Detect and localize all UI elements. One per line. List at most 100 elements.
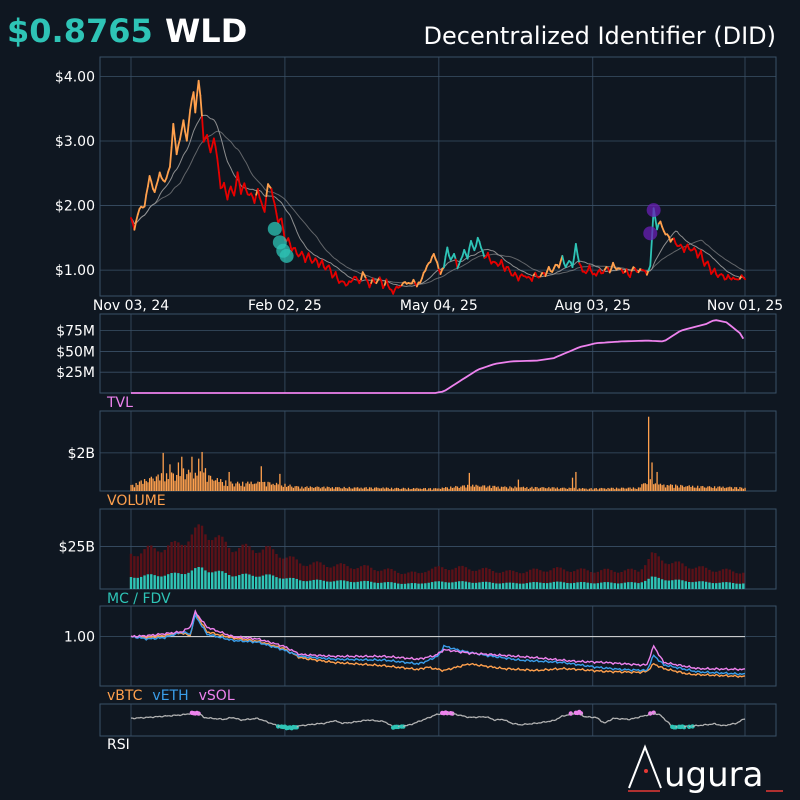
price-line-segment: [580, 265, 584, 273]
volume-bar: [541, 487, 543, 491]
volume-bar: [160, 473, 163, 491]
rsi-panel-frame: [99, 703, 777, 737]
mc-bar: [552, 581, 556, 589]
volume-bar: [673, 487, 675, 491]
mc-bar: [728, 582, 731, 589]
volume-bar: [505, 487, 508, 491]
mc-bar: [207, 572, 211, 589]
volume-bar: [304, 487, 306, 491]
price-line-segment: [150, 180, 154, 190]
mc-bar: [349, 581, 353, 589]
mc-bar: [393, 582, 397, 589]
volume-bar: [490, 488, 492, 491]
mc-bar: [342, 580, 346, 589]
mc-bar: [278, 578, 282, 589]
rsi-line-segment: [637, 715, 641, 719]
rsi-line-segment: [683, 725, 687, 728]
price-line-segment: [466, 247, 471, 260]
volume-bar: [218, 481, 220, 491]
volume-bar: [614, 489, 616, 491]
rsi-line-segment: [541, 720, 545, 723]
volume-bar: [377, 487, 379, 491]
volume-bar: [321, 487, 323, 491]
mc-bar: [173, 572, 177, 589]
brand-wordmark: ugura: [664, 755, 764, 794]
volume-bar: [632, 487, 635, 491]
volume-bar: [605, 489, 608, 491]
rsi-line-segment: [535, 722, 538, 725]
mc-bar: [139, 576, 143, 589]
fdv-bar: [129, 553, 133, 589]
rsi-line-segment: [563, 714, 566, 717]
volume-bar: [187, 469, 190, 491]
fdv-bar: [224, 541, 227, 589]
fdv-bar: [698, 566, 701, 589]
volume-bar: [661, 485, 663, 491]
fdv-bar: [495, 572, 498, 589]
mc-bar: [163, 575, 167, 589]
mc-bar: [143, 575, 146, 589]
volume-bar: [553, 487, 555, 491]
rsi-line-segment: [489, 717, 492, 720]
volume-bar: [521, 487, 523, 491]
volume-bar: [527, 489, 530, 491]
fdv-bar: [271, 549, 275, 589]
price-y-tick-label: $1.00: [55, 263, 95, 279]
mc-bar: [704, 581, 708, 589]
mc-bar: [183, 574, 187, 589]
price-line-segment: [571, 255, 576, 269]
mc-bar: [204, 570, 207, 589]
rsi-line-segment: [342, 722, 345, 725]
mc-bar: [485, 581, 488, 589]
volume-bar: [722, 486, 724, 491]
rsi-line-segment: [416, 720, 419, 723]
rsi-line-segment: [617, 718, 621, 721]
fdv-bar: [532, 568, 535, 589]
volume-bar: [712, 487, 714, 491]
fdv-bar: [569, 571, 572, 589]
volume-bar: [382, 487, 384, 491]
mc-bar: [326, 581, 329, 589]
volume-bar: [739, 487, 741, 491]
rsi-line-segment: [487, 716, 490, 719]
volume-bar: [509, 486, 511, 491]
volume-bar: [676, 485, 679, 491]
volume-y-tick-label: $2B: [68, 446, 95, 462]
volume-bar: [245, 483, 247, 491]
volume-bar: [204, 468, 207, 491]
volume-bar: [348, 486, 350, 491]
volume-bar: [720, 487, 723, 491]
fdv-bar: [616, 572, 620, 589]
rsi-line-segment: [693, 724, 697, 727]
rsi-line-segment: [653, 712, 656, 715]
price-line-segment: [216, 157, 220, 174]
volume-bar: [140, 480, 142, 491]
rsi-line-segment: [465, 716, 468, 719]
volume-bar: [184, 479, 186, 491]
volume-bar: [357, 487, 359, 491]
volume-bar: [563, 487, 565, 491]
rsi-line-segment: [323, 722, 326, 725]
volume-bar: [492, 485, 494, 491]
rsi-line-segment: [367, 719, 370, 722]
volume-bar: [595, 488, 597, 491]
fdv-bar: [251, 550, 254, 589]
mc-bar: [589, 583, 593, 589]
mc-bar: [478, 582, 481, 589]
volume-bar: [387, 487, 389, 491]
mc-bar: [420, 583, 424, 589]
rsi-line-segment: [304, 724, 308, 727]
volume-bar: [416, 487, 418, 491]
mc-bar: [623, 582, 627, 589]
volume-bar: [211, 479, 213, 491]
rsi-line-segment: [438, 713, 441, 716]
volume-bar: [678, 487, 680, 491]
price-line-segment: [500, 259, 505, 268]
mc-bar: [305, 581, 309, 589]
volume-bar: [291, 486, 293, 491]
volume-bar: [412, 488, 415, 491]
mc-bar: [671, 580, 674, 589]
price-line-segment: [189, 98, 193, 111]
fdv-bar: [647, 558, 650, 589]
volume-bar: [629, 487, 631, 491]
